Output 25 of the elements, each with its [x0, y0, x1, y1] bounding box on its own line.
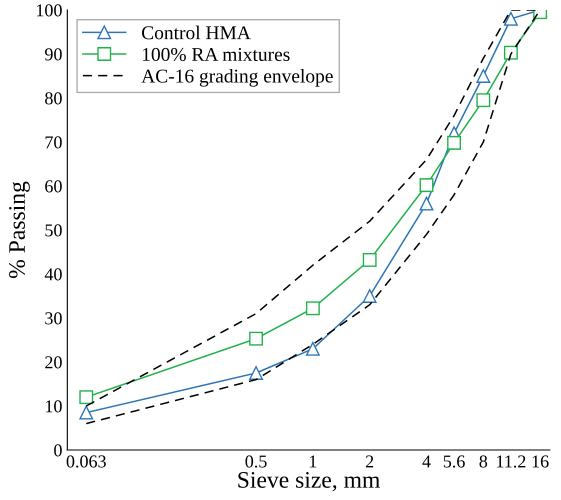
- x-tick-label: 5.6: [444, 455, 465, 468]
- legend-label: Control HMA: [142, 26, 251, 40]
- y-tick-label: 80: [45, 92, 62, 104]
- y-tick-label: 70: [46, 136, 62, 148]
- x-tick-label: 16: [532, 455, 549, 468]
- y-tick-label: 40: [44, 268, 62, 280]
- y-tick-label: 60: [45, 180, 62, 192]
- legend-label: AC-16 grading envelope: [141, 68, 333, 87]
- x-tick-label: 11.2: [497, 455, 526, 468]
- y-tick-label: 0: [54, 444, 62, 456]
- x-tick-label: 0.5: [245, 455, 267, 468]
- x-tick-label: 2: [366, 455, 374, 468]
- x-tick-label: 0.063: [66, 455, 106, 468]
- legend-label: 100% RA mixtures: [142, 48, 290, 62]
- y-tick-label: 10: [46, 400, 62, 412]
- y-tick-label: 20: [45, 356, 62, 368]
- y-tick-label: 90: [44, 48, 62, 60]
- y-tick-label: 30: [45, 312, 62, 324]
- y-tick-label: 100: [36, 4, 62, 16]
- y-axis-title: % Passing: [9, 182, 30, 278]
- x-axis-title: Sieve size, mm: [238, 472, 380, 492]
- y-tick-label: 50: [45, 224, 62, 236]
- x-tick-label: 8: [479, 455, 488, 468]
- x-tick-label: 4: [422, 456, 431, 468]
- x-tick-label: 1: [310, 455, 316, 468]
